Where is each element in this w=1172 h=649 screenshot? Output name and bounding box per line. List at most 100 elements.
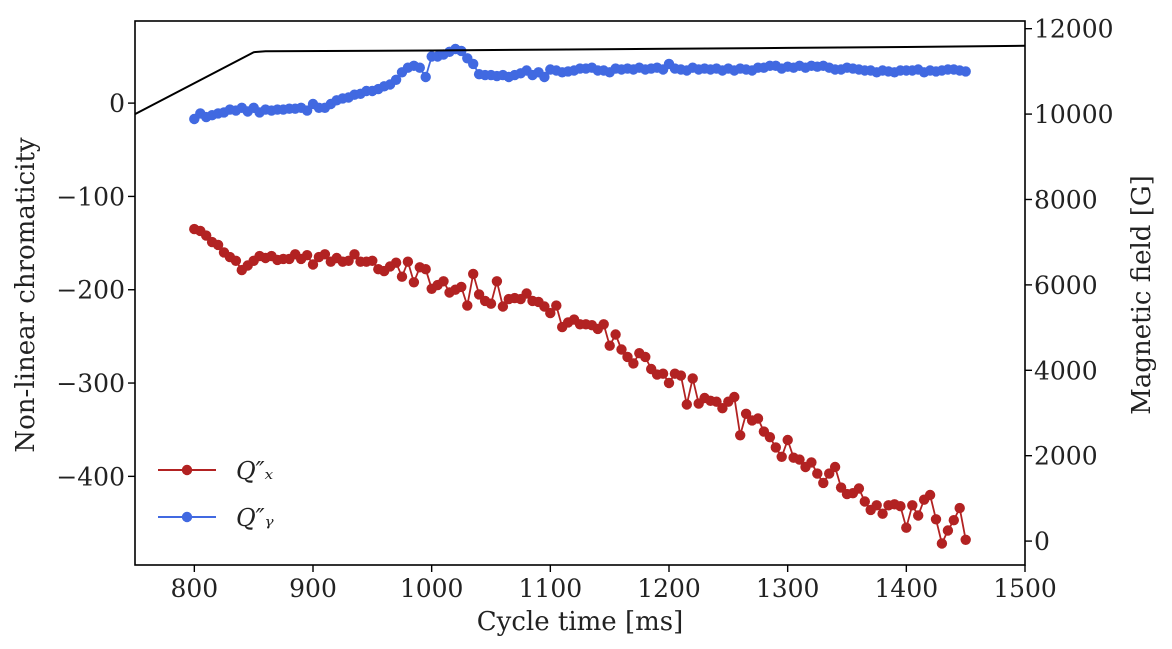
- data-point: [681, 399, 692, 410]
- y2-tick-label: 0: [1034, 527, 1050, 556]
- legend: Q″ₓ Q″ᵧ: [158, 457, 274, 532]
- data-point: [729, 391, 740, 403]
- y2-axis-title: Magnetic field [G]: [1127, 175, 1157, 415]
- data-point: [675, 370, 687, 381]
- y-tick-label: −400: [56, 462, 125, 491]
- data-point: [598, 319, 609, 330]
- x-tick-label: 1100: [519, 574, 583, 603]
- plot-frame: [134, 20, 1026, 566]
- x-tick-label: 800: [170, 574, 218, 603]
- data-point: [414, 62, 425, 73]
- data-point: [497, 301, 509, 312]
- data-point: [307, 259, 319, 270]
- data-point: [468, 58, 479, 70]
- data-point: [402, 256, 414, 267]
- data-point: [420, 71, 431, 83]
- data-point: [687, 373, 698, 384]
- data-point: [545, 307, 556, 319]
- data-point: [818, 477, 829, 489]
- data-point: [877, 508, 888, 519]
- data-point: [657, 368, 669, 379]
- data-point: [663, 377, 675, 389]
- data-point: [806, 457, 817, 468]
- y-tick-label: 0: [109, 89, 125, 118]
- data-point: [551, 300, 562, 311]
- data-point: [907, 500, 918, 511]
- data-point: [770, 442, 781, 453]
- y-tick-label: −200: [56, 276, 125, 305]
- data-point: [491, 276, 503, 287]
- data-point: [764, 432, 776, 443]
- x-tick-label: 1500: [993, 574, 1057, 603]
- data-point: [396, 271, 408, 282]
- data-point: [954, 502, 965, 514]
- data-point: [456, 281, 467, 293]
- legend-label: Q″ₓ: [236, 457, 274, 485]
- y2-tick-label: 12000: [1034, 15, 1114, 44]
- data-point: [948, 515, 959, 526]
- data-point: [610, 329, 621, 340]
- x-tick-label: 1200: [637, 574, 701, 603]
- x-tick-label: 1400: [875, 574, 939, 603]
- data-point: [829, 461, 841, 473]
- y-tick-label: −300: [56, 369, 125, 398]
- data-point: [913, 510, 924, 521]
- x-tick-label: 900: [289, 574, 337, 603]
- data-point: [895, 501, 906, 512]
- legend-label: Q″ᵧ: [236, 504, 274, 532]
- data-point: [936, 538, 948, 549]
- data-point: [740, 408, 752, 419]
- data-point: [230, 255, 242, 266]
- x-axis-title: Cycle time [ms]: [477, 607, 683, 637]
- legend-marker: [181, 464, 193, 476]
- data-point: [212, 239, 224, 251]
- data-point: [604, 340, 615, 351]
- data-point: [776, 451, 787, 462]
- legend-entry: Q″ᵧ: [158, 504, 274, 532]
- data-point: [521, 288, 532, 299]
- data-point: [301, 250, 313, 261]
- data-point: [408, 277, 420, 288]
- data-point: [930, 514, 942, 525]
- data-point: [901, 522, 912, 533]
- series-line-2: [134, 44, 1026, 115]
- data-point: [438, 276, 449, 287]
- data-point: [390, 74, 402, 86]
- data-point: [794, 454, 805, 465]
- legend-entry: Q″ₓ: [158, 457, 274, 485]
- y-tick-label: −100: [56, 182, 125, 211]
- data-point: [924, 489, 936, 501]
- data-point: [752, 413, 764, 424]
- y2-tick-label: 2000: [1034, 442, 1098, 471]
- data-point: [960, 66, 971, 77]
- data-point: [616, 344, 627, 355]
- x-tick-label: 1000: [400, 574, 464, 603]
- data-point: [812, 468, 823, 479]
- data-point: [853, 483, 865, 494]
- data-point: [628, 358, 639, 369]
- data-point: [390, 257, 402, 268]
- legend-marker: [181, 511, 193, 523]
- data-point: [859, 496, 870, 507]
- y2-tick-label: 4000: [1034, 356, 1098, 385]
- data-point: [640, 351, 651, 363]
- series-0: [189, 223, 971, 549]
- data-point: [960, 534, 971, 545]
- x-tick-label: 1300: [756, 574, 820, 603]
- y2-tick-label: 6000: [1034, 271, 1098, 300]
- data-point: [942, 525, 954, 536]
- data-point: [468, 268, 479, 280]
- data-point: [367, 255, 378, 266]
- ticks-layer: 800 900 1000 1100 1200 1300 1400 1500 0 −100 −200 −…: [56, 15, 1113, 603]
- data-point: [539, 71, 550, 83]
- y-axis-title: Non-linear chromaticity: [11, 137, 41, 453]
- data-point: [462, 300, 473, 311]
- data-point: [485, 298, 497, 309]
- data-point: [349, 249, 360, 260]
- series-2: [134, 44, 1026, 115]
- data-point: [871, 500, 882, 511]
- y2-tick-label: 8000: [1034, 185, 1098, 214]
- series-1: [189, 43, 971, 125]
- data-point: [782, 434, 793, 446]
